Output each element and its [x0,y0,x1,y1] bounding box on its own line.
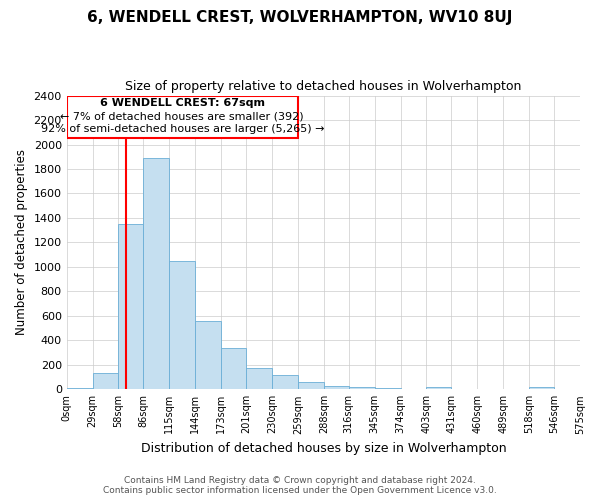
Bar [92,373,118,390]
Bar [298,382,324,390]
Bar [529,387,554,390]
Bar [246,368,272,390]
Bar [374,388,401,390]
Bar [169,261,195,390]
Bar [427,387,451,390]
Title: Size of property relative to detached houses in Wolverhampton: Size of property relative to detached ho… [125,80,521,93]
Y-axis label: Number of detached properties: Number of detached properties [15,150,28,336]
X-axis label: Distribution of detached houses by size in Wolverhampton: Distribution of detached houses by size … [140,442,506,455]
Text: 6, WENDELL CREST, WOLVERHAMPTON, WV10 8UJ: 6, WENDELL CREST, WOLVERHAMPTON, WV10 8U… [88,10,512,25]
Bar [221,348,246,390]
Text: 92% of semi-detached houses are larger (5,265) →: 92% of semi-detached houses are larger (… [41,124,324,134]
Bar [272,375,298,390]
Bar [349,387,374,390]
Bar [118,224,143,390]
Bar [143,158,169,390]
Text: 6 WENDELL CREST: 67sqm: 6 WENDELL CREST: 67sqm [100,98,265,108]
Bar [195,321,221,390]
Text: ← 7% of detached houses are smaller (392): ← 7% of detached houses are smaller (392… [61,112,304,122]
Text: Contains HM Land Registry data © Crown copyright and database right 2024.
Contai: Contains HM Land Registry data © Crown c… [103,476,497,495]
Bar [67,388,92,390]
Bar [324,386,349,390]
Bar [67,96,298,138]
